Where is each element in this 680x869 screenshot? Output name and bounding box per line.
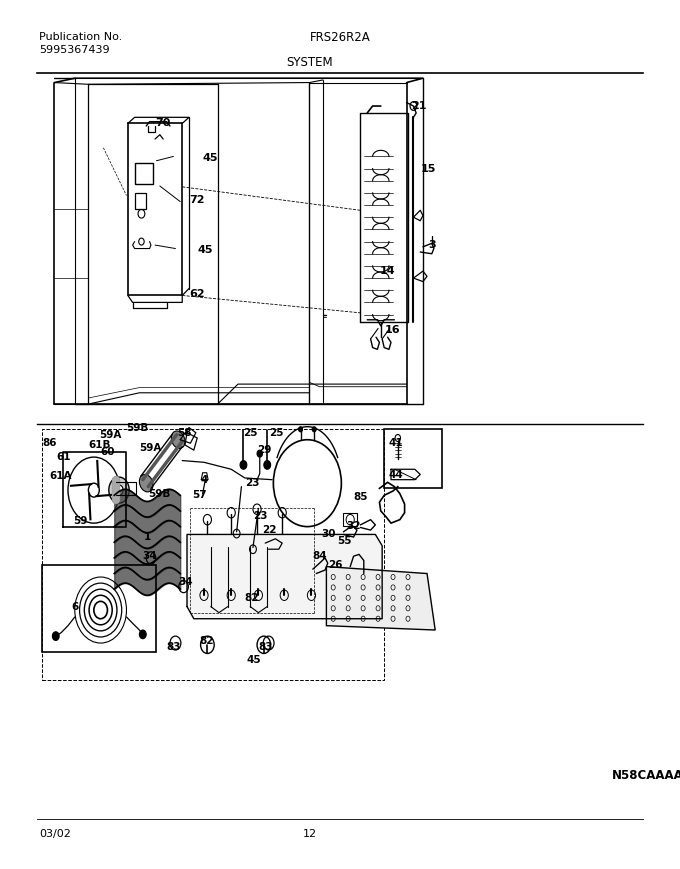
Text: 22: 22	[262, 525, 276, 535]
Circle shape	[139, 630, 146, 639]
Text: 55: 55	[337, 535, 352, 546]
Text: 59A: 59A	[99, 429, 122, 440]
Text: 82: 82	[199, 636, 214, 647]
Text: SYSTEM: SYSTEM	[286, 56, 333, 69]
Circle shape	[88, 483, 99, 497]
Text: 03/02: 03/02	[39, 829, 71, 839]
Text: 59A: 59A	[139, 443, 161, 454]
Text: 5995367439: 5995367439	[39, 45, 110, 56]
Ellipse shape	[171, 431, 185, 448]
Text: 61B: 61B	[88, 440, 111, 450]
Text: 83: 83	[166, 641, 180, 652]
Text: 23: 23	[253, 511, 267, 521]
Text: 85: 85	[354, 492, 368, 502]
Text: 1: 1	[144, 532, 152, 542]
Text: 44: 44	[389, 470, 404, 481]
Text: 34: 34	[143, 551, 158, 561]
Text: N58CAAAAA3: N58CAAAAA3	[612, 769, 680, 781]
Text: 29: 29	[257, 445, 271, 455]
Text: FRS26R2A: FRS26R2A	[309, 31, 370, 43]
Text: 12: 12	[303, 829, 316, 839]
Text: Publication No.: Publication No.	[39, 32, 122, 43]
Text: 86: 86	[42, 438, 56, 448]
Text: 32: 32	[347, 521, 361, 531]
Text: 26: 26	[328, 560, 342, 570]
Text: 57: 57	[192, 490, 207, 501]
Text: 58: 58	[177, 428, 191, 438]
Text: 30: 30	[321, 528, 335, 539]
Text: 61A: 61A	[49, 471, 71, 481]
Text: 25: 25	[243, 428, 258, 438]
Circle shape	[257, 450, 262, 457]
Text: 59B: 59B	[148, 488, 171, 499]
Text: 21: 21	[411, 101, 427, 111]
Polygon shape	[326, 567, 435, 630]
Text: 82: 82	[245, 593, 259, 603]
Text: 4: 4	[201, 474, 208, 485]
Text: 45: 45	[247, 655, 262, 666]
Text: 62: 62	[189, 289, 205, 299]
Circle shape	[312, 427, 316, 432]
Circle shape	[115, 485, 123, 495]
Text: 60: 60	[101, 447, 115, 457]
Text: 61: 61	[56, 452, 71, 462]
Circle shape	[240, 461, 247, 469]
Text: 3: 3	[428, 240, 436, 250]
Text: 45: 45	[197, 245, 213, 255]
Circle shape	[299, 427, 303, 432]
Circle shape	[109, 477, 129, 503]
Text: 70: 70	[155, 118, 171, 129]
Text: 25: 25	[269, 428, 284, 438]
Text: 14: 14	[379, 266, 395, 276]
Text: 84: 84	[313, 551, 328, 561]
Circle shape	[264, 461, 271, 469]
Text: 59B: 59B	[126, 422, 149, 433]
Text: 23: 23	[245, 478, 259, 488]
Ellipse shape	[139, 474, 153, 492]
Text: 34: 34	[178, 577, 193, 587]
Circle shape	[52, 632, 59, 640]
Text: 41: 41	[389, 438, 404, 448]
Text: 59: 59	[73, 516, 88, 527]
Text: 45: 45	[203, 153, 218, 163]
Text: 15: 15	[420, 164, 436, 175]
Text: 16: 16	[384, 325, 400, 335]
Text: 83: 83	[258, 641, 273, 652]
Text: 72: 72	[189, 195, 205, 205]
Polygon shape	[187, 534, 382, 619]
Text: 6: 6	[71, 601, 79, 612]
